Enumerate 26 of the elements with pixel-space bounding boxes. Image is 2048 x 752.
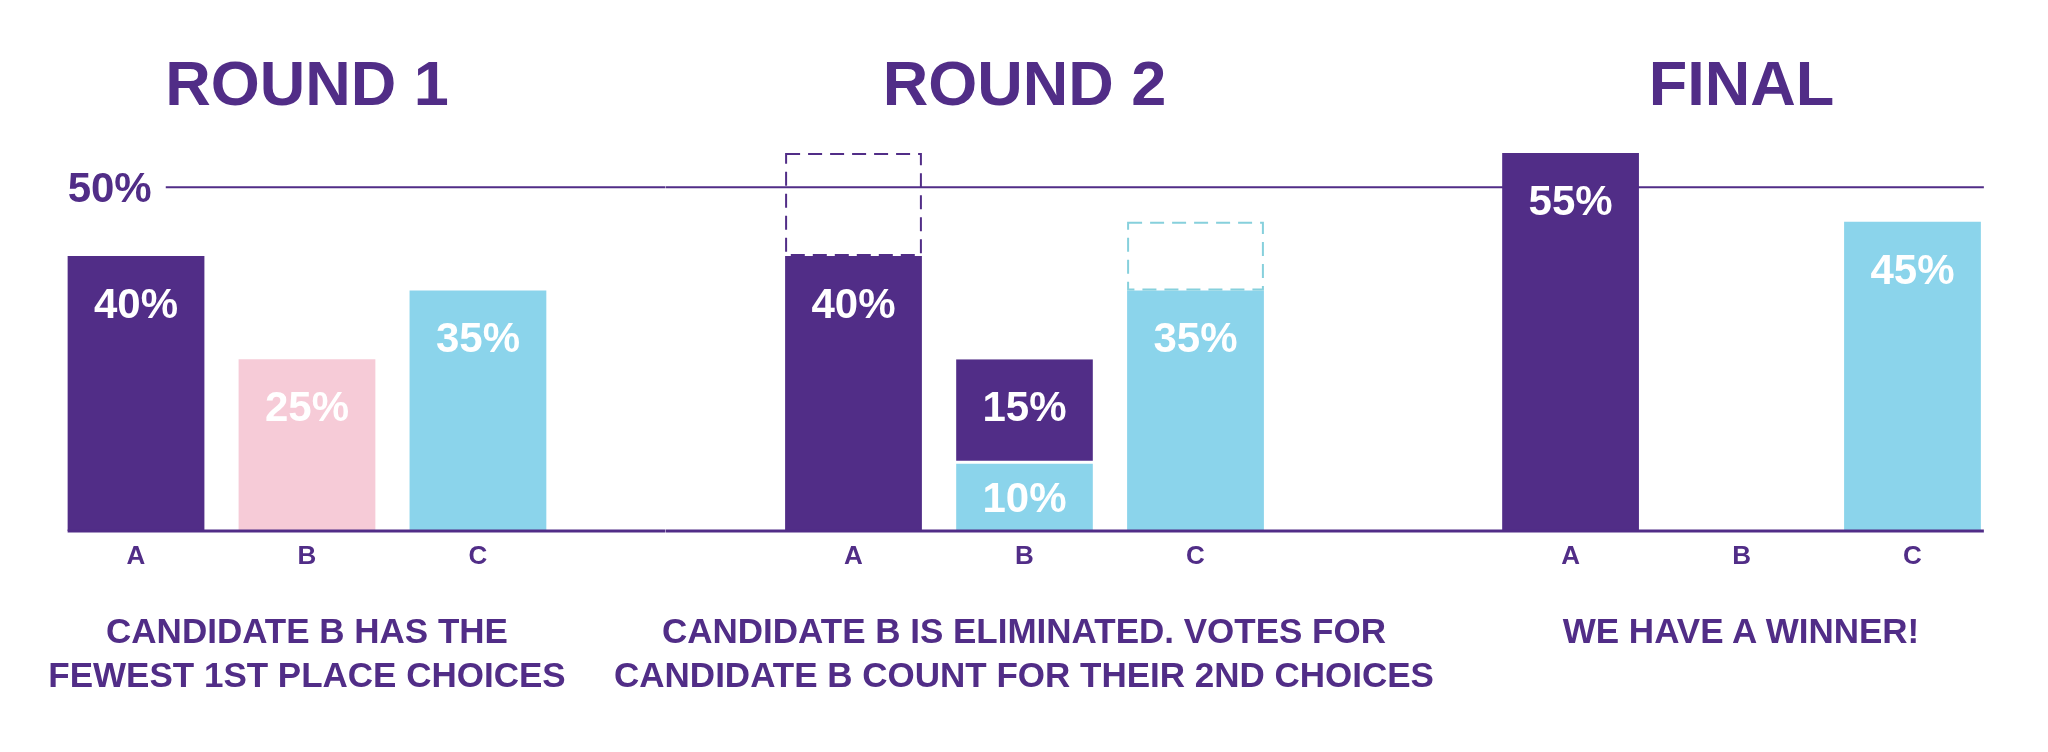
x-tick-label: A: [126, 539, 146, 570]
chart-title: ROUND 2: [882, 48, 1166, 118]
x-tick-label: C: [1185, 539, 1205, 570]
x-tick-label: C: [468, 539, 488, 570]
text: WE HAVE A WINNER!: [1562, 610, 1920, 652]
data-label: 15%: [981, 383, 1067, 431]
text: CANDIDATE B IS ELIMINATED. VOTES FOR CANDIDATE B COUNT FOR THEIR 2ND CHOICES: [614, 610, 1434, 696]
data-label: 10%: [981, 473, 1067, 521]
x-tick-label: A: [1560, 539, 1580, 570]
data-label: 40%: [93, 280, 179, 328]
bar: [1126, 290, 1264, 531]
x-tick-label: B: [297, 539, 317, 570]
data-label: 40%: [810, 280, 896, 328]
x-tick-label: A: [843, 539, 863, 570]
data-label: 45%: [1869, 245, 1955, 293]
bar: [1126, 221, 1264, 291]
x-tick-label: B: [1014, 539, 1034, 570]
data-label: 35%: [1152, 314, 1238, 362]
chart-title: FINAL: [1648, 48, 1834, 118]
text: CANDIDATE B HAS THE FEWEST 1ST PLACE CHOICES: [48, 610, 566, 696]
x-tick-label: C: [1902, 539, 1922, 570]
data-label: 55%: [1528, 177, 1613, 224]
ref-line-label: 50%: [67, 164, 152, 212]
data-label: 35%: [435, 314, 520, 362]
x-tick-label: B: [1731, 539, 1751, 570]
chart-title: ROUND 1: [165, 48, 449, 118]
